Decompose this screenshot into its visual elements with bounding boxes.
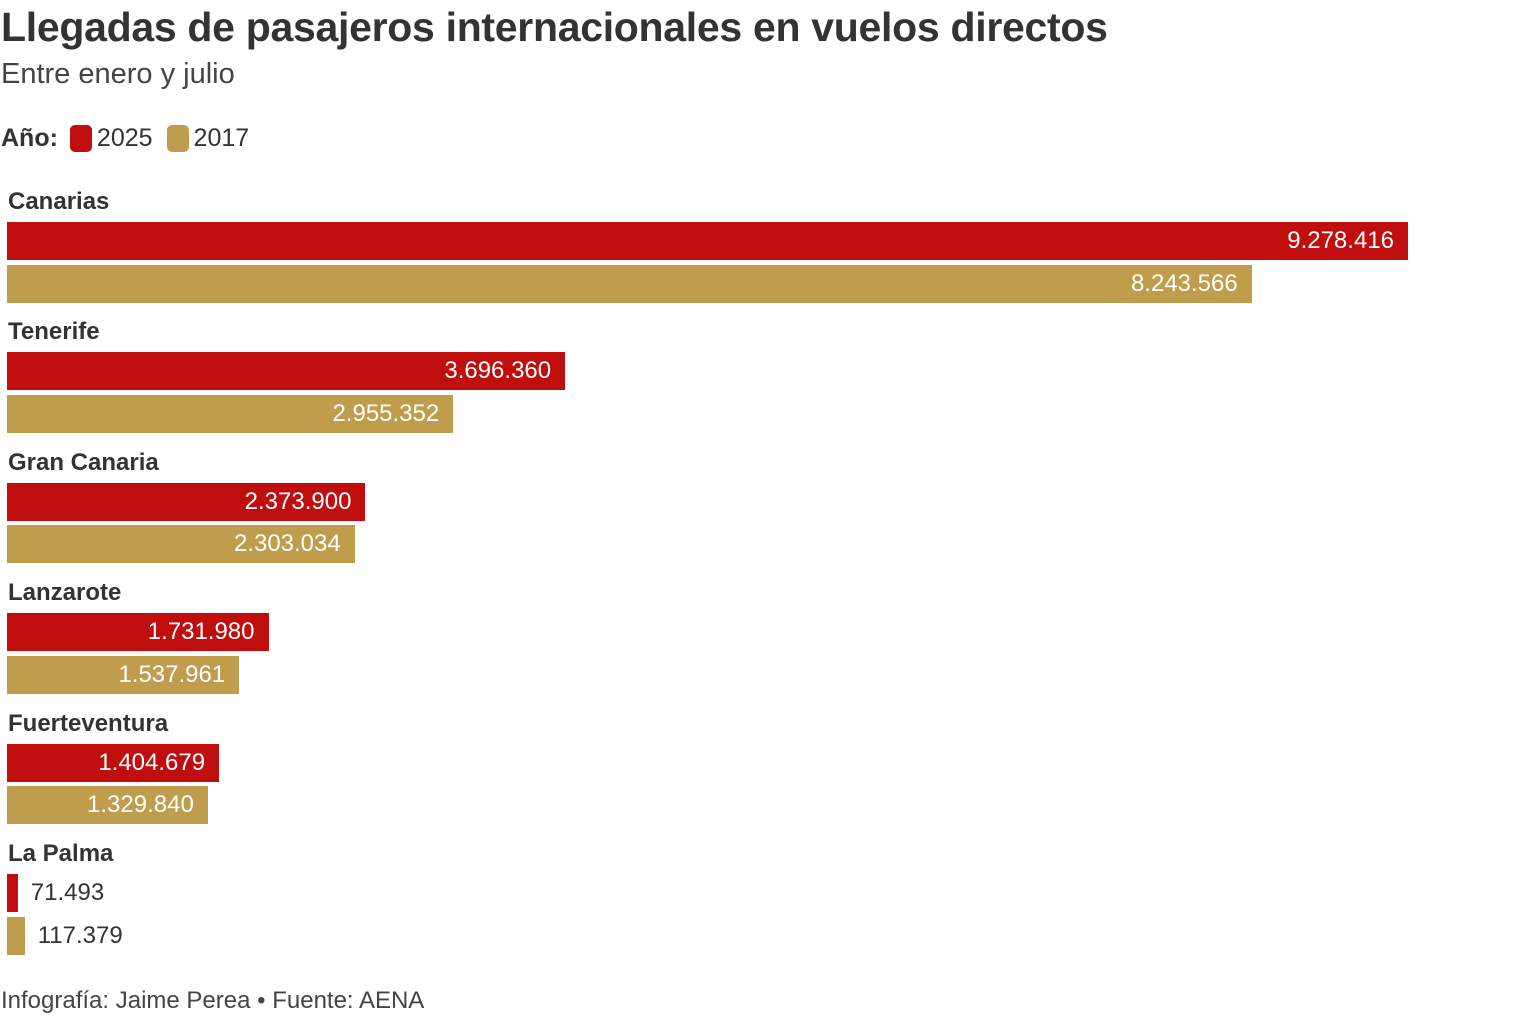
bar-2017 — [7, 264, 1252, 303]
data-label: 1.404.679 — [98, 748, 206, 776]
category-label: Gran Canaria — [8, 448, 159, 476]
data-label: 9.278.416 — [1287, 227, 1394, 254]
data-label: 3.696.360 — [444, 357, 552, 385]
bar-2025 — [7, 874, 18, 912]
category-label: La Palma — [8, 840, 114, 867]
legend-label: 2025 — [96, 124, 153, 152]
legend-title: Año: — [1, 124, 58, 152]
legend-item-2025: 2025 — [69, 124, 153, 153]
data-label: 1.537.961 — [118, 660, 226, 688]
category-label: Tenerife — [8, 318, 100, 346]
category-label: Lanzarote — [8, 579, 122, 607]
bar-2025 — [7, 352, 566, 391]
data-label: 1.731.980 — [147, 618, 255, 646]
bar-2017 — [7, 655, 240, 694]
data-label: 117.379 — [37, 921, 123, 949]
data-label: 2.955.352 — [332, 399, 440, 427]
data-label: 2.303.034 — [233, 530, 341, 558]
bar-2025 — [7, 743, 220, 782]
bar-2017 — [7, 394, 454, 433]
chart-title: Llegadas de pasajeros internacionales en… — [1, 4, 1108, 50]
category-label: Fuerteventura — [8, 709, 169, 737]
legend-label: 2017 — [193, 124, 250, 152]
data-label: 8.243.566 — [1130, 269, 1238, 297]
bar-2025 — [7, 222, 1408, 260]
bar-2017 — [7, 525, 355, 564]
data-label: 1.329.840 — [87, 791, 194, 819]
legend-swatch — [166, 125, 189, 152]
data-label: 2.373.900 — [244, 487, 352, 515]
data-label: 71.493 — [30, 879, 105, 906]
legend-item-2017: 2017 — [166, 124, 250, 153]
bar-2017 — [7, 916, 25, 955]
credits: Infografía: Jaime Perea • Fuente: AENA — [1, 987, 425, 1014]
legend-swatch — [69, 125, 92, 152]
bar-2025 — [7, 482, 366, 521]
bar-2025 — [7, 613, 269, 652]
category-label: Canarias — [8, 188, 110, 215]
legend: Año: 2025 2017 — [1, 124, 263, 153]
bar-2017 — [7, 786, 208, 825]
chart-subtitle: Entre enero y julio — [1, 58, 235, 90]
